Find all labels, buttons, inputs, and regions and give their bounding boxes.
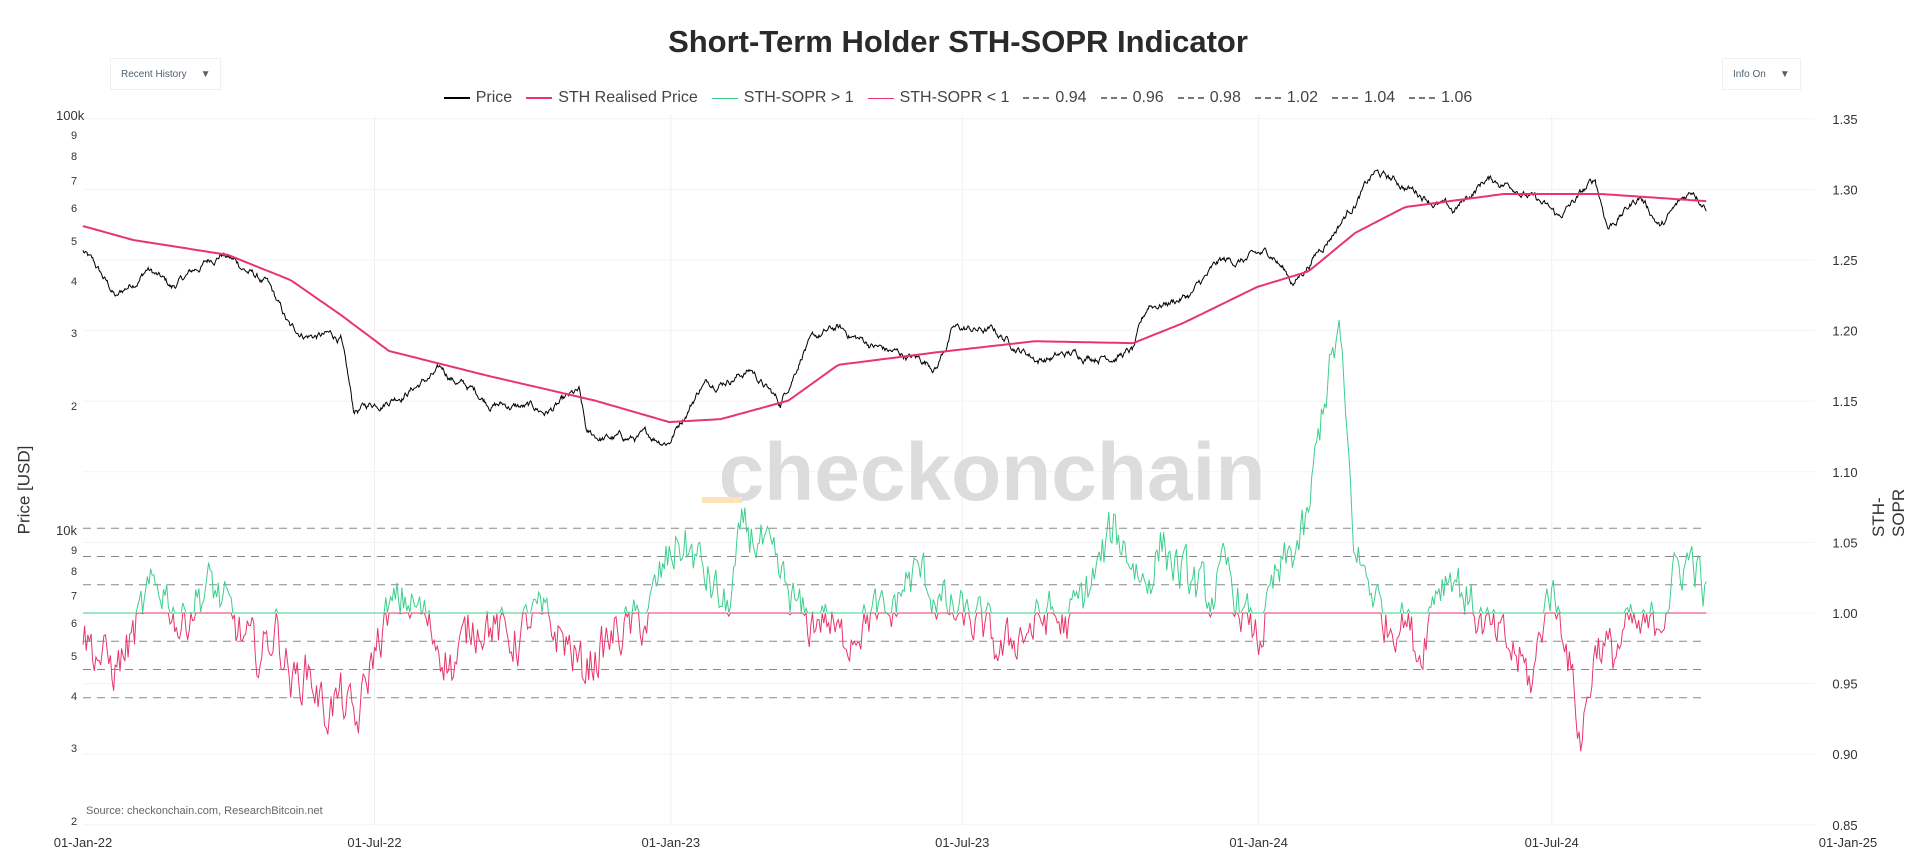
legend-ref-094[interactable]: 0.94: [1023, 89, 1087, 107]
sth-realised-price-line: [82, 193, 1707, 424]
y-right-tick-label: 1.20: [1832, 324, 1857, 339]
y-left-tick-label: 9: [71, 130, 77, 142]
y-left-tick-label: 7: [71, 175, 77, 187]
y-right-tick-label: 1.05: [1832, 535, 1857, 550]
x-tick-label: 01-Jul-22: [347, 835, 401, 850]
range-dropdown[interactable]: Recent History ▼: [110, 58, 222, 90]
y-left-tick-label: 3: [71, 328, 77, 340]
y-right-tick-label: 1.15: [1832, 394, 1857, 409]
legend-label: Price: [475, 89, 513, 106]
y-left-axis-title: Price [USD]: [14, 445, 34, 535]
chevron-down-icon: ▼: [200, 68, 211, 80]
x-tick-label: 01-Jul-23: [935, 835, 989, 850]
watermark: checkonchain: [719, 427, 1266, 518]
y-left-tick-label: 2: [71, 401, 77, 413]
legend-ref-106[interactable]: 1.06: [1409, 89, 1472, 107]
y-left-tick-label: 9: [71, 545, 77, 557]
y-right-tick-label: 1.35: [1832, 112, 1857, 127]
y-right-tick-label: 0.95: [1832, 677, 1857, 692]
y-right-tick-label: 1.30: [1832, 182, 1857, 197]
y-left-tick-label: 6: [71, 618, 77, 630]
y-left-tick-label: 2: [71, 816, 77, 828]
info-dropdown[interactable]: Info On ▼: [1722, 58, 1801, 90]
legend-label: 0.98: [1209, 89, 1241, 106]
chart-title: Short-Term Holder STH-SOPR Indicator: [668, 24, 1248, 59]
y-left-tick-label: 3: [71, 743, 77, 755]
y-right-tick-label: 1.25: [1832, 253, 1857, 268]
x-tick-label: 01-Jan-22: [54, 835, 113, 850]
y-left-tick-label: 7: [71, 590, 77, 602]
legend-ref-098[interactable]: 0.98: [1177, 89, 1241, 107]
legend-label: STH Realised Price: [558, 89, 698, 106]
y-right-tick-label: 1.10: [1832, 465, 1857, 480]
y-left-tick-label: 6: [71, 203, 77, 215]
legend-label: 0.96: [1132, 89, 1164, 106]
source-note: Source: checkonchain.com, ResearchBitcoi…: [86, 805, 323, 817]
legend-label: 1.02: [1286, 89, 1318, 106]
sopr-above-1-line: [83, 320, 1707, 615]
x-tick-label: 01-Jul-24: [1525, 835, 1579, 850]
legend-ref-104[interactable]: 1.04: [1331, 89, 1396, 107]
legend-price[interactable]: Price: [443, 89, 513, 107]
price-line: [82, 169, 1707, 447]
x-tick-label: 01-Jan-23: [642, 835, 701, 850]
y-right-axis-title: STH-SOPR: [1869, 488, 1908, 537]
x-tick-label: 01-Jan-24: [1229, 835, 1288, 850]
legend-label: 1.06: [1441, 89, 1473, 106]
legend-label: 1.04: [1363, 89, 1396, 106]
y-right-tick-label: 1.00: [1832, 606, 1857, 621]
chevron-down-icon: ▼: [1779, 68, 1790, 80]
y-left-tick-label: 100k: [56, 108, 85, 123]
legend-ref-102[interactable]: 1.02: [1254, 89, 1318, 107]
sopr-below-1-line: [82, 611, 1707, 752]
y-left-tick-label: 5: [71, 236, 77, 248]
y-left-tick-label: 4: [71, 276, 77, 288]
info-dropdown-label: Info On: [1733, 68, 1766, 80]
legend-sth-realised[interactable]: STH Realised Price: [526, 89, 698, 107]
y-left-tick-label: 10k: [56, 523, 77, 538]
legend-ref-096[interactable]: 0.96: [1100, 89, 1164, 107]
y-right-tick-label: 0.85: [1832, 818, 1857, 833]
legend-label: STH-SOPR > 1: [743, 89, 854, 106]
y-right-tick-label: 0.90: [1832, 747, 1857, 762]
y-left-tick-label: 4: [71, 691, 77, 703]
legend-label: STH-SOPR < 1: [899, 89, 1010, 106]
legend-sopr-up[interactable]: STH-SOPR > 1: [711, 89, 854, 107]
legend-sopr-down[interactable]: STH-SOPR < 1: [867, 89, 1010, 107]
watermark-accent: [702, 497, 742, 503]
range-dropdown-label: Recent History: [121, 68, 187, 80]
legend: Price STH Realised Price STH-SOPR > 1 ST…: [0, 89, 1916, 107]
x-tick-label: 01-Jan-25: [1819, 835, 1878, 850]
legend-label: 0.94: [1055, 89, 1087, 106]
y-left-tick-label: 8: [71, 151, 77, 163]
y-left-tick-label: 5: [71, 651, 77, 663]
y-left-tick-label: 8: [71, 566, 77, 578]
